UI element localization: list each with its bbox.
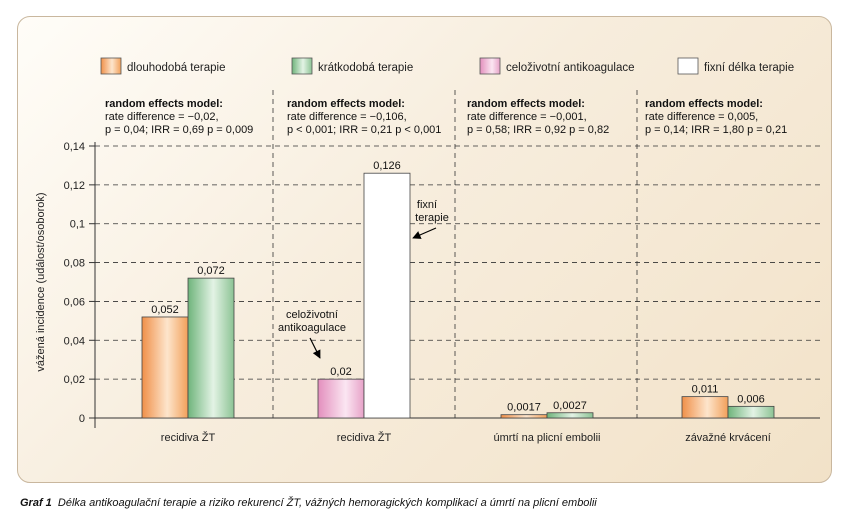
legend-swatch-fixni xyxy=(677,57,699,75)
figure-caption: Graf 1 Délka antikoagulační terapie a ri… xyxy=(20,497,597,509)
bar-value-label: 0,011 xyxy=(692,384,719,396)
model-title: random effects model: xyxy=(105,98,223,110)
model-stats-line1: rate difference = −0,001, xyxy=(467,111,587,123)
bar-dlouhodoba xyxy=(500,414,548,419)
legend: dlouhodobá terapie krátkodobá terapie celo… xyxy=(100,57,794,75)
bar-value-label: 0,006 xyxy=(737,393,765,405)
x-category-label: závažné krvácení xyxy=(685,432,771,444)
model-stats-line1: rate difference = 0,005, xyxy=(645,111,758,123)
legend-swatch-dlouhodoba xyxy=(100,57,122,75)
model-stats-line1: rate difference = −0,02, xyxy=(105,111,219,123)
y-tick-label: 0,04 xyxy=(64,335,85,347)
y-tick-label: 0,14 xyxy=(64,141,85,153)
x-category-label: recidiva ŽT xyxy=(161,431,216,444)
model-texts: random effects model:rate difference = −… xyxy=(105,98,787,136)
caption-text: Délka antikoagulační terapie a riziko re… xyxy=(57,497,597,509)
y-tick-label: 0,08 xyxy=(64,258,85,270)
bar-dlouhodoba xyxy=(141,316,189,419)
legend-swatch-kratkodoba xyxy=(291,57,313,75)
data-labels: 0,052 0,072 0,02 0,126 0,0017 0,0027 0,011 0,00… xyxy=(151,160,765,413)
legend-label-dlouhodoba: dlouhodobá terapie xyxy=(127,62,225,74)
model-stats-line2: p = 0,58; IRR = 0,92 p = 0,82 xyxy=(467,124,609,136)
x-category-label: úmrtí na plicní embolii xyxy=(494,432,601,444)
model-title: random effects model: xyxy=(287,98,405,110)
bar-kratkodoba xyxy=(727,405,775,419)
model-stats-line2: p = 0,14; IRR = 1,80 p = 0,21 xyxy=(645,124,787,136)
annotation-line: antikoagulace xyxy=(278,322,346,334)
legend-swatch-celozivotni xyxy=(479,57,501,75)
x-category-label: recidiva ŽT xyxy=(337,431,392,444)
bar-value-label: 0,02 xyxy=(330,366,351,378)
model-stats-line2: p = 0,04; IRR = 0,69 p = 0,009 xyxy=(105,124,253,136)
bar-value-label: 0,0017 xyxy=(507,402,541,414)
annotation-arrow xyxy=(309,337,321,359)
bar-value-label: 0,052 xyxy=(151,304,179,316)
bar-fixni xyxy=(363,172,411,419)
bar-kratkodoba xyxy=(187,277,235,419)
legend-label-celozivotni: celoživotní antikoagulace xyxy=(506,62,635,74)
legend-label-kratkodoba: krátkodobá terapie xyxy=(318,62,413,74)
bar-kratkodoba xyxy=(546,412,594,419)
model-title: random effects model: xyxy=(645,98,763,110)
model-stats-line2: p < 0,001; IRR = 0,21 p < 0,001 xyxy=(287,124,441,136)
model-stats-line1: rate difference = −0,106, xyxy=(287,111,407,123)
y-tick-label: 0,06 xyxy=(64,296,85,308)
bars xyxy=(141,172,775,419)
bar-dlouhodoba xyxy=(681,396,729,419)
annotation-line: terapie xyxy=(415,212,449,224)
y-axis: 0 0,02 0,04 0,06 0,08 0,1 0,12 0,14 vážená incid… xyxy=(35,141,820,444)
y-tick-label: 0,02 xyxy=(64,374,85,386)
annotation-line: celoživotní xyxy=(286,309,338,321)
caption-label: Graf 1 xyxy=(20,497,52,509)
bar-value-label: 0,072 xyxy=(197,265,225,277)
y-tick-label: 0,12 xyxy=(64,180,85,192)
bar-value-label: 0,0027 xyxy=(553,400,587,412)
annotation-arrow xyxy=(412,227,437,239)
y-tick-label: 0 xyxy=(79,413,85,425)
bar-value-label: 0,126 xyxy=(373,160,401,172)
y-axis-title: vážená incidence (událost/osoborok) xyxy=(35,192,47,371)
bar-celozivotni xyxy=(317,378,365,419)
legend-label-fixni: fixní délka terapie xyxy=(704,62,794,74)
y-tick-label: 0,1 xyxy=(70,219,85,231)
annotation-line: fixní xyxy=(417,199,437,211)
model-title: random effects model: xyxy=(467,98,585,110)
